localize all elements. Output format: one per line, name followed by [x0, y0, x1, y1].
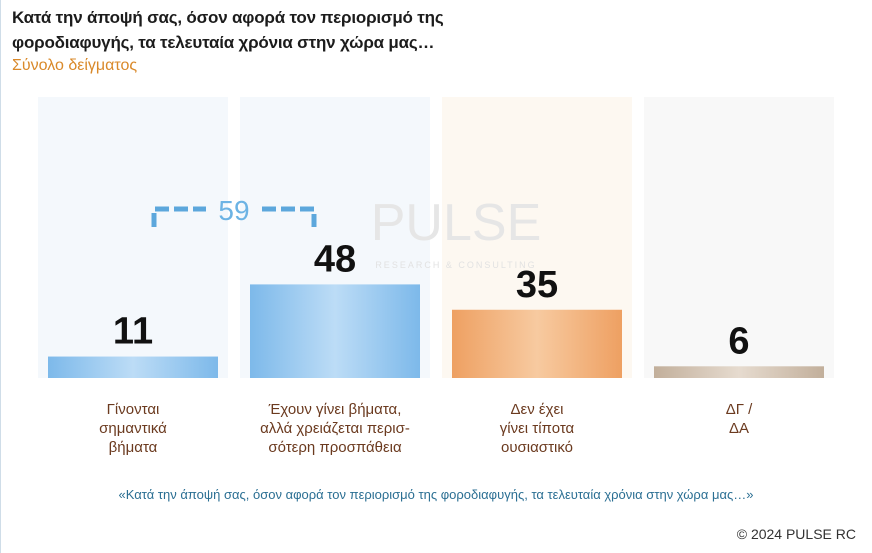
category-label: Έχουν γίνει βήματα, αλλά χρειάζεται περισ… — [260, 401, 410, 456]
chart-title: Κατά την άποψή σας, όσον αφορά τον περιο… — [12, 8, 444, 52]
left-border — [0, 0, 1, 553]
bar-value-label: 11 — [113, 311, 153, 353]
combined-bracket-right — [262, 206, 317, 227]
copyright: © 2024 PULSE RC — [736, 526, 856, 542]
bar-panel — [38, 97, 228, 378]
chart-subtitle: Σύνολο δείγματος — [12, 57, 138, 74]
category-label: ΔΓ / ΔΑ — [726, 401, 753, 437]
bar-value-label: 35 — [516, 264, 558, 306]
watermark-tagline: RESEARCH & CONSULTING — [375, 260, 536, 270]
combined-value-label: 59 — [218, 195, 249, 226]
bar-panel — [644, 97, 834, 378]
watermark-brand: PULSE — [371, 194, 542, 252]
combined-bracket-left — [151, 206, 206, 227]
category-label: Δεν έχει γίνει τίποτα ουσιαστικό — [500, 401, 575, 456]
bar-value-label: 6 — [728, 320, 749, 362]
bar-value-label: 48 — [314, 238, 356, 280]
category-label: Γίνονται σημαντικά βήματα — [99, 401, 167, 456]
question-footnote: «Κατά την άποψή σας, όσον αφορά τον περι… — [118, 487, 754, 502]
bar — [48, 356, 218, 378]
bar — [250, 284, 420, 378]
bar — [452, 309, 622, 378]
bar — [654, 366, 824, 378]
watermark: PULSE RESEARCH & CONSULTING — [371, 194, 542, 270]
